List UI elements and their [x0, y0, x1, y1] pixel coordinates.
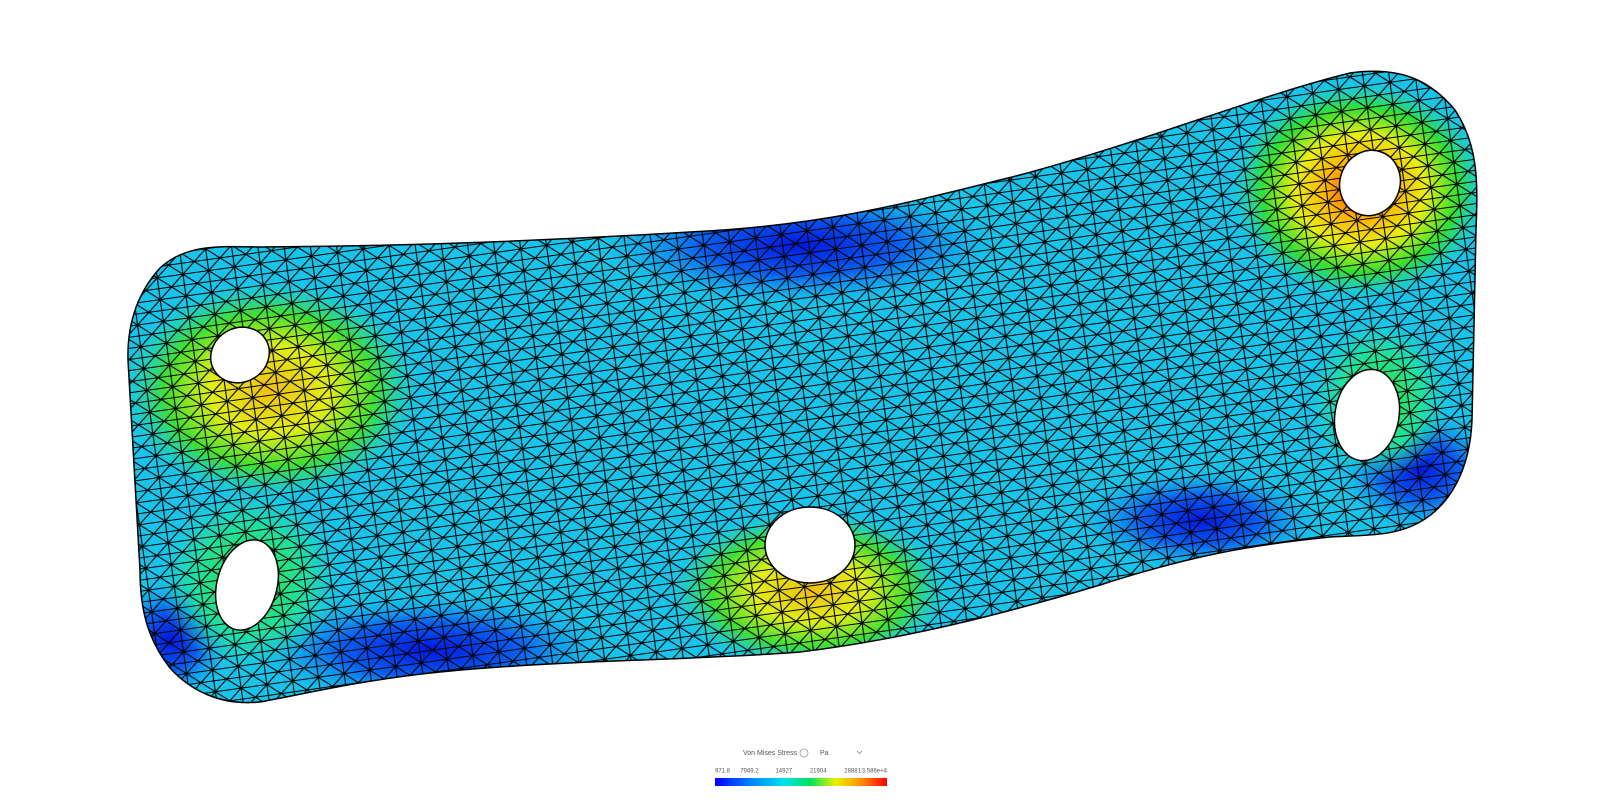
colorbar-tick-label: 971.8 — [715, 769, 731, 775]
hole — [1338, 149, 1402, 217]
hole — [214, 539, 280, 631]
hole — [1333, 368, 1401, 462]
plate-outline — [127, 70, 1478, 704]
colorbar-tick-label: 3.586e+4 — [862, 769, 888, 775]
colorbar-tick-label: 7949.2 — [740, 769, 759, 775]
info-icon[interactable] — [799, 748, 809, 758]
legend: Von Mises Stress Pa 971.8 7949.2 14927 2190… — [715, 748, 888, 786]
hole — [209, 326, 271, 384]
hole — [764, 506, 856, 584]
colorbar-tick-label: 28881 — [844, 769, 861, 775]
colorbar-tick-label: 14927 — [775, 769, 792, 775]
colorbar-tick-label: 21904 — [810, 769, 827, 775]
unit-select[interactable]: Pa — [820, 750, 829, 757]
holes — [209, 149, 1402, 631]
legend-title: Von Mises Stress — [743, 750, 798, 757]
stress-plate — [127, 71, 1477, 703]
dropdown-chevron[interactable] — [856, 750, 863, 755]
colorbar — [715, 778, 887, 786]
